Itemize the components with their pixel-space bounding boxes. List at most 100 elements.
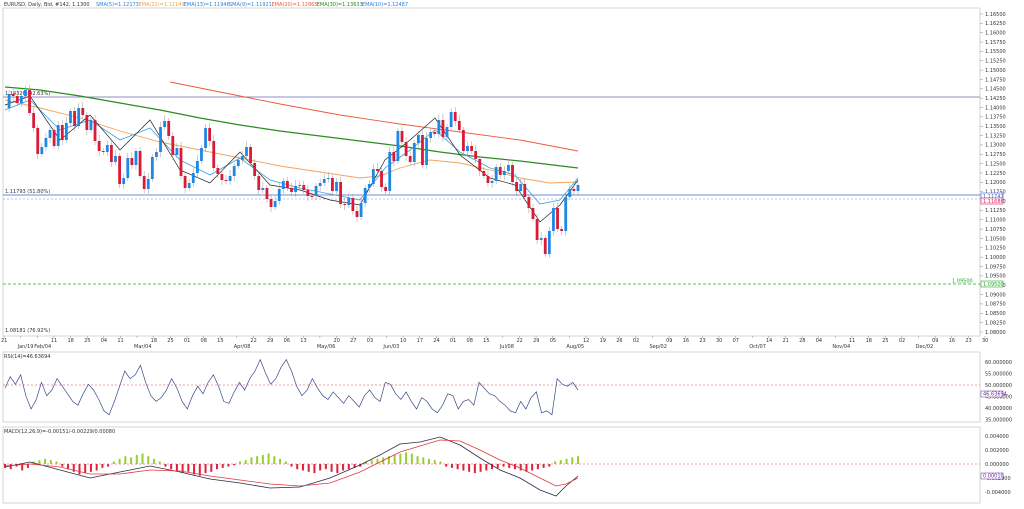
candle-body [572, 189, 576, 191]
candle-body [335, 182, 338, 191]
macd-histogram-bar [84, 464, 87, 474]
candle-body [142, 176, 146, 189]
candle-body [412, 143, 416, 162]
macd-histogram-bar [152, 458, 155, 464]
macd-histogram-bar [227, 464, 230, 467]
price-tick-label: 1.14000 [985, 105, 1006, 111]
candle-body [187, 183, 191, 188]
rsi-panel[interactable]: RSI(14)=46.63694 60.000000 55.000000 50.00… [2, 351, 1012, 423]
rsi-tick-label: 60.000000 [985, 360, 1012, 366]
macd-histogram-bar [49, 460, 52, 464]
macd-histogram-bar [135, 454, 138, 464]
candle-body [15, 96, 19, 103]
fib-levels[interactable]: 1.14326 (92.63%) 1.11793 (51.80%) 1.09500 1… [3, 91, 980, 334]
price-tick-label: 1.09750 [985, 264, 1006, 270]
candle-body [552, 208, 555, 231]
time-tick-label: 24 [433, 338, 439, 344]
candle-body [249, 147, 252, 163]
time-tick-label: Apr/08 [234, 344, 251, 350]
candle-body [101, 151, 105, 152]
macd-histogram-bar [496, 464, 499, 468]
price-tick-label: 1.14500 [985, 87, 1006, 93]
candle-body [32, 113, 36, 128]
candle-body [535, 219, 539, 240]
candle-body [24, 90, 27, 96]
macd-histogram-bar [216, 464, 219, 470]
candle-body [85, 115, 89, 130]
time-tick-label: 02 [633, 338, 639, 344]
candle-body [519, 184, 523, 191]
macd-histogram-bar [147, 456, 150, 464]
candle-body [146, 179, 150, 189]
candle-body [257, 176, 261, 190]
macd-histogram-bar [67, 464, 70, 470]
macd-histogram-bar [101, 464, 104, 468]
candle-body [114, 156, 117, 162]
time-tick-label: 22 [516, 338, 522, 344]
macd-histogram-bar [519, 464, 522, 471]
candle-body [93, 120, 97, 141]
candle-body [126, 158, 130, 178]
price-tick-label: 1.15750 [985, 40, 1006, 46]
price-tick-label: 1.12000 [985, 180, 1006, 186]
price-tick-label: 1.10000 [985, 255, 1006, 261]
time-tick-label: 18 [866, 338, 872, 344]
macd-histogram-bar [531, 464, 534, 471]
macd-histogram-bar [118, 458, 121, 464]
candle-body [163, 121, 167, 127]
time-tick-label: 04 [101, 338, 107, 344]
candle-body [134, 151, 138, 165]
time-tick-label: 17 [417, 338, 423, 344]
candle-body [502, 171, 506, 175]
price-tick-label: 1.08250 [985, 320, 1006, 326]
indicator-value: SMA(5)=1.12173 [96, 2, 139, 8]
candle-body [200, 148, 203, 161]
candle-body [453, 112, 457, 121]
candle-body [175, 148, 179, 155]
macd-line [4, 436, 579, 497]
candle-body [236, 160, 240, 166]
time-tick-label: 09 [932, 338, 938, 344]
macd-panel[interactable]: MACD(12,26,9)=-0.00151/-0.00229/0.00080 … [2, 426, 1011, 504]
macd-histogram-bar [175, 464, 178, 471]
candle-body [425, 138, 428, 165]
candle-body [421, 135, 424, 165]
candle-body [40, 147, 44, 154]
candle-body [56, 125, 60, 146]
candle-body [457, 121, 461, 130]
macd-histogram-bar [439, 461, 442, 464]
price-marker [980, 280, 1004, 288]
macd-histogram-bar [301, 464, 304, 471]
macd-histogram-bar [433, 460, 436, 464]
rsi-tick-label: 55.000000 [985, 371, 1012, 377]
time-tick-label: 15 [483, 338, 489, 344]
macd-histogram-bar [542, 464, 545, 468]
candle-body [462, 130, 465, 151]
candle-body [7, 94, 11, 108]
candle-body [355, 211, 359, 217]
rsi-tick-label: 40.000000 [985, 406, 1012, 412]
price-marker-label: 1.11747 [983, 194, 1004, 200]
price-panel[interactable]: 1.16500 1.16250 1.16000 1.15750 1.15500 1.152… [2, 7, 1006, 337]
time-tick-label: 11 [849, 338, 855, 344]
macd-histogram-bar [279, 458, 282, 464]
time-tick-label: 15 [217, 338, 223, 344]
macd-histogram-bar [330, 464, 333, 472]
macd-histogram-bar [124, 456, 127, 464]
macd-histogram-bar [158, 461, 161, 464]
candle-body [515, 182, 519, 191]
candle-body [81, 108, 85, 115]
fib-level-label: 1.14326 (92.63%) [5, 91, 50, 97]
price-tick-label: 1.13000 [985, 143, 1006, 149]
time-tick-label: Jul/08 [499, 344, 514, 350]
time-tick-label: 07 [733, 338, 739, 344]
time-tick-label: 27 [350, 338, 356, 344]
candle-body [466, 146, 469, 151]
candle-body [404, 142, 408, 156]
candle-body [167, 121, 171, 136]
macd-histogram-bar [410, 453, 413, 464]
candle-body [322, 179, 326, 183]
macd-histogram-bar [141, 453, 144, 464]
candle-body [490, 181, 494, 183]
